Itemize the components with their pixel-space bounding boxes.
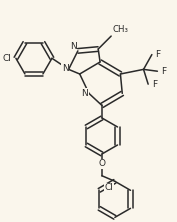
Text: N: N	[81, 89, 88, 98]
Text: Cl: Cl	[105, 183, 114, 192]
Text: N: N	[70, 42, 77, 51]
Text: F: F	[152, 80, 157, 89]
Text: CH₃: CH₃	[112, 25, 128, 34]
Text: F: F	[156, 50, 161, 59]
Text: O: O	[98, 159, 105, 168]
Text: F: F	[161, 67, 166, 76]
Text: N: N	[62, 64, 69, 73]
Text: Cl: Cl	[2, 54, 11, 63]
